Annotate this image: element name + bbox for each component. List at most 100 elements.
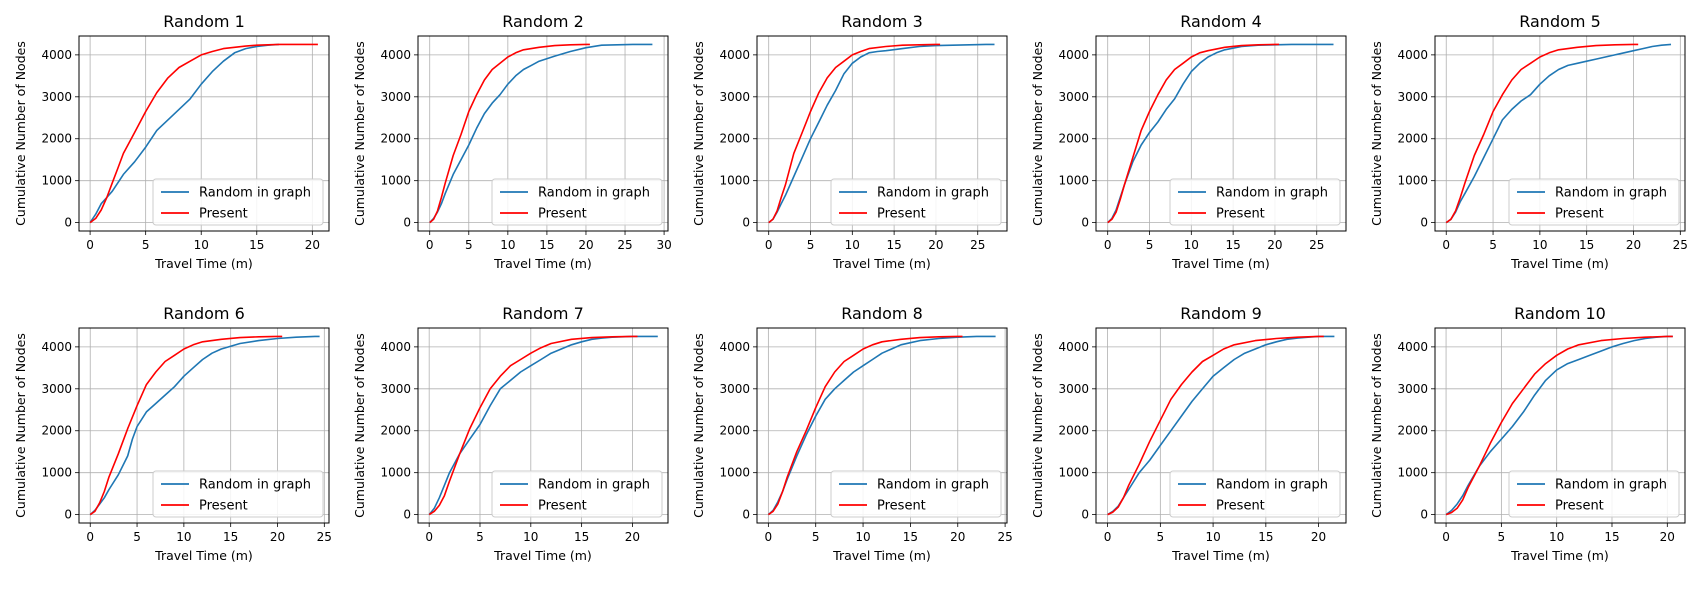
- x-tick-label: 20: [950, 530, 965, 544]
- x-axis-label: Travel Time (m): [832, 256, 931, 271]
- y-axis-label: Cumulative Number of Nodes: [13, 41, 28, 226]
- legend-frame: [152, 178, 324, 226]
- legend-label: Present: [538, 499, 587, 514]
- legend-label: Present: [1216, 499, 1265, 514]
- x-tick-label: 0: [765, 238, 773, 252]
- axes-frame: [417, 327, 669, 524]
- x-tick-label: 0: [426, 238, 434, 252]
- x-tick-label: 10: [1549, 530, 1564, 544]
- legend-label: Present: [538, 207, 587, 222]
- legend-frame: [491, 178, 663, 226]
- y-tick-label: 1000: [1397, 466, 1428, 480]
- x-tick-label: 15: [539, 238, 554, 252]
- y-tick-label: 3000: [41, 382, 72, 396]
- y-tick-label: 4000: [719, 48, 750, 62]
- chart-title: Random 6: [163, 304, 245, 323]
- x-tick-label: 10: [194, 238, 209, 252]
- y-tick-label: 1000: [380, 174, 411, 188]
- legend: Random in graph Present: [1169, 470, 1341, 518]
- legend-label: Random in graph: [1216, 186, 1328, 201]
- legend: Random in graph Present: [1508, 178, 1680, 226]
- axes-frame: [417, 35, 669, 232]
- x-tick-label: 25: [1309, 238, 1324, 252]
- y-tick-label: 2000: [41, 132, 72, 146]
- y-tick-label: 4000: [41, 48, 72, 62]
- series-line-random-in-graph: [1107, 335, 1335, 516]
- x-tick-label: 5: [1157, 530, 1165, 544]
- y-tick-label: 1000: [380, 466, 411, 480]
- x-tick-label: 10: [500, 238, 515, 252]
- x-tick-label: 5: [1498, 530, 1506, 544]
- x-tick-label: 5: [142, 238, 150, 252]
- x-tick-label: 0: [86, 530, 94, 544]
- legend-label: Random in graph: [1555, 186, 1667, 201]
- legend-label: Present: [1216, 207, 1265, 222]
- chart-panel-9: 0 5 10 15 20 0 1000 2000 3000 4000 Random 9 Travel …: [1030, 304, 1347, 563]
- y-tick-label: 2000: [719, 132, 750, 146]
- x-tick-label: 25: [317, 530, 332, 544]
- legend-label: Random in graph: [877, 186, 989, 201]
- axes-frame: [756, 327, 1008, 524]
- series-line-random-in-graph: [429, 43, 653, 224]
- x-axis-label: Travel Time (m): [1510, 548, 1609, 563]
- y-tick-label: 4000: [719, 340, 750, 354]
- legend-label: Random in graph: [199, 478, 311, 493]
- legend-label: Present: [877, 207, 926, 222]
- chart-title: Random 5: [1519, 12, 1601, 31]
- y-tick-label: 2000: [719, 424, 750, 438]
- y-tick-label: 1000: [41, 466, 72, 480]
- legend-frame: [152, 470, 324, 518]
- y-tick-label: 2000: [1397, 424, 1428, 438]
- legend-label: Present: [877, 499, 926, 514]
- x-axis-label: Travel Time (m): [154, 548, 253, 563]
- x-tick-label: 15: [1604, 530, 1619, 544]
- legend: Random in graph Present: [491, 178, 663, 226]
- y-tick-label: 1000: [1397, 174, 1428, 188]
- y-tick-label: 2000: [41, 424, 72, 438]
- x-tick-label: 25: [1673, 238, 1688, 252]
- y-tick-label: 2000: [380, 132, 411, 146]
- chart-panel-7: 0 5 10 15 20 0 1000 2000 3000 4000 Random 7 Travel …: [352, 304, 669, 563]
- y-tick-label: 0: [1420, 508, 1428, 522]
- y-tick-label: 1000: [719, 174, 750, 188]
- x-tick-label: 5: [807, 238, 815, 252]
- series-line-present: [1107, 335, 1324, 516]
- x-tick-label: 0: [425, 530, 433, 544]
- legend: Random in graph Present: [152, 178, 324, 226]
- chart-title: Random 10: [1514, 304, 1606, 323]
- y-axis-label: Cumulative Number of Nodes: [352, 41, 367, 226]
- x-tick-label: 0: [765, 530, 773, 544]
- y-tick-label: 4000: [41, 340, 72, 354]
- axes-frame: [1434, 327, 1686, 524]
- series-line-present: [1107, 43, 1280, 224]
- y-tick-label: 2000: [380, 424, 411, 438]
- x-tick-label: 15: [886, 238, 901, 252]
- legend-label: Present: [1555, 207, 1604, 222]
- chart-panel-2: 0 5 10 15 20 25 30 0 1000 2000 3000 4000 Random 2 Tra…: [352, 12, 672, 271]
- y-tick-label: 0: [1081, 508, 1089, 522]
- chart-title: Random 8: [841, 304, 923, 323]
- y-axis-label: Cumulative Number of Nodes: [13, 333, 28, 518]
- legend: Random in graph Present: [830, 178, 1002, 226]
- y-tick-label: 3000: [1397, 90, 1428, 104]
- legend-frame: [1508, 470, 1680, 518]
- y-axis-label: Cumulative Number of Nodes: [1030, 333, 1045, 518]
- series-line-present: [1445, 335, 1673, 516]
- series-line-present: [429, 43, 590, 224]
- x-tick-label: 10: [845, 238, 860, 252]
- series-line-present: [89, 43, 318, 224]
- y-tick-label: 4000: [1397, 48, 1428, 62]
- legend-label: Random in graph: [877, 478, 989, 493]
- legend-frame: [1169, 178, 1341, 226]
- x-tick-label: 25: [997, 530, 1012, 544]
- series-line-random-in-graph: [1445, 43, 1672, 224]
- y-tick-label: 0: [403, 508, 411, 522]
- y-tick-label: 4000: [380, 48, 411, 62]
- y-tick-label: 3000: [380, 382, 411, 396]
- y-tick-label: 0: [742, 508, 750, 522]
- axes-frame: [756, 35, 1008, 232]
- x-tick-label: 15: [574, 530, 589, 544]
- series-line-present: [768, 43, 941, 224]
- x-tick-label: 25: [970, 238, 985, 252]
